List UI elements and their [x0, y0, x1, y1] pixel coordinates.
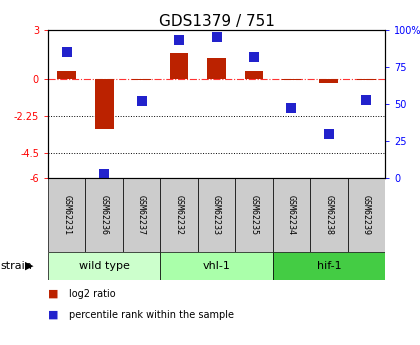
Text: GSM62236: GSM62236 — [100, 195, 109, 235]
Point — [176, 38, 182, 43]
Text: GSM62239: GSM62239 — [362, 195, 371, 235]
Point — [101, 171, 108, 176]
Text: GSM62235: GSM62235 — [249, 195, 258, 235]
Point — [326, 131, 332, 136]
Bar — [132, 79, 151, 80]
Text: GSM62234: GSM62234 — [287, 195, 296, 235]
Bar — [310, 178, 348, 252]
Bar — [123, 178, 160, 252]
Text: GSM62232: GSM62232 — [175, 195, 184, 235]
Bar — [48, 252, 160, 280]
Point — [363, 97, 370, 102]
Bar — [160, 252, 273, 280]
Point — [251, 54, 257, 59]
Text: ■: ■ — [48, 289, 58, 299]
Text: hif-1: hif-1 — [317, 261, 341, 271]
Text: vhl-1: vhl-1 — [202, 261, 231, 271]
Text: ■: ■ — [48, 309, 58, 319]
Bar — [58, 71, 76, 79]
Bar — [357, 79, 375, 80]
Bar — [48, 178, 85, 252]
Text: GSM62237: GSM62237 — [137, 195, 146, 235]
Bar — [207, 58, 226, 79]
Bar — [85, 178, 123, 252]
Bar — [198, 178, 235, 252]
Text: log2 ratio: log2 ratio — [69, 289, 116, 299]
Bar — [273, 252, 385, 280]
Text: wild type: wild type — [79, 261, 130, 271]
Bar — [170, 53, 189, 79]
Point — [213, 34, 220, 40]
Point — [63, 49, 70, 55]
Bar — [273, 178, 310, 252]
Text: GSM62233: GSM62233 — [212, 195, 221, 235]
Bar — [95, 79, 113, 129]
Text: GSM62231: GSM62231 — [62, 195, 71, 235]
Point — [288, 106, 295, 111]
Point — [138, 98, 145, 104]
Text: GSM62238: GSM62238 — [324, 195, 333, 235]
Text: strain: strain — [1, 261, 33, 271]
Bar — [160, 178, 198, 252]
Bar — [348, 178, 385, 252]
Bar — [282, 79, 301, 80]
Text: ▶: ▶ — [25, 261, 34, 271]
Bar — [244, 71, 263, 79]
Title: GDS1379 / 751: GDS1379 / 751 — [159, 14, 274, 29]
Bar — [320, 79, 338, 82]
Text: percentile rank within the sample: percentile rank within the sample — [69, 309, 234, 319]
Bar — [235, 178, 273, 252]
